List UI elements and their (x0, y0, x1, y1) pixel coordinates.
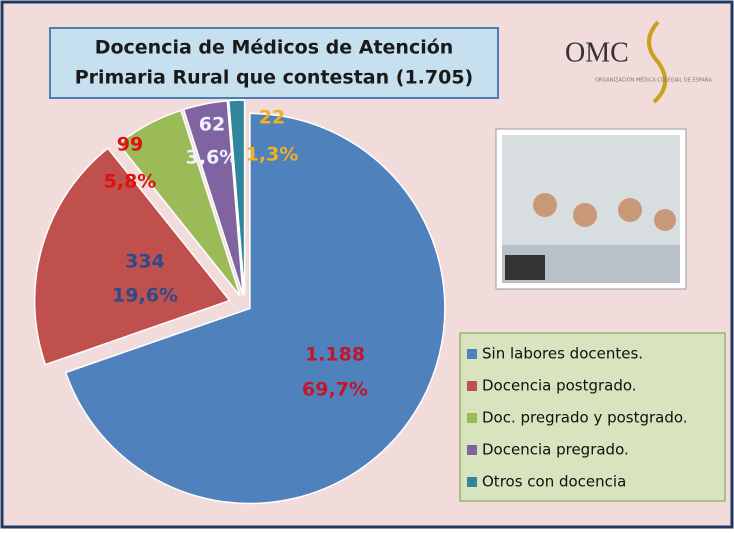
logo-text: OMC (565, 37, 629, 68)
chart-title: Docencia de Médicos de Atención (95, 37, 454, 59)
photo-person (654, 209, 676, 231)
chart-title: Primaria Rural que contestan (1.705) (75, 67, 473, 89)
photo-person (573, 203, 597, 227)
value-label: 99 (117, 134, 143, 156)
legend-label: Doc. pregrado y postgrado. (482, 409, 688, 427)
legend-swatch (467, 477, 477, 487)
legend-swatch (467, 413, 477, 423)
photo-monitor (505, 255, 545, 280)
percent-label: 3,6% (186, 147, 239, 169)
percent-label: 5,8% (104, 171, 157, 193)
value-label: 1.188 (305, 344, 365, 366)
legend-label: Sin labores docentes. (482, 345, 643, 363)
percent-label: 69,7% (302, 379, 368, 401)
legend-label: Docencia pregrado. (482, 441, 629, 459)
photo-person (618, 198, 642, 222)
legend-label: Otros con docencia (482, 473, 626, 491)
photo-person (533, 193, 557, 217)
legend-swatch (467, 445, 477, 455)
legend-label: Docencia postgrado. (482, 377, 637, 395)
value-label: 62 (199, 114, 225, 136)
chart: Docencia de Médicos de Atención Primaria… (0, 0, 734, 529)
legend-swatch (467, 349, 477, 359)
value-label: 22 (259, 107, 285, 129)
photo (496, 129, 686, 289)
percent-label: 1,3% (246, 144, 299, 166)
logo-subtext: ORGANIZACIÓN MÉDICA COLEGIAL DE ESPAÑA (595, 76, 713, 84)
percent-label: 19,6% (112, 285, 178, 307)
legend-swatch (467, 381, 477, 391)
value-label: 334 (125, 251, 165, 273)
